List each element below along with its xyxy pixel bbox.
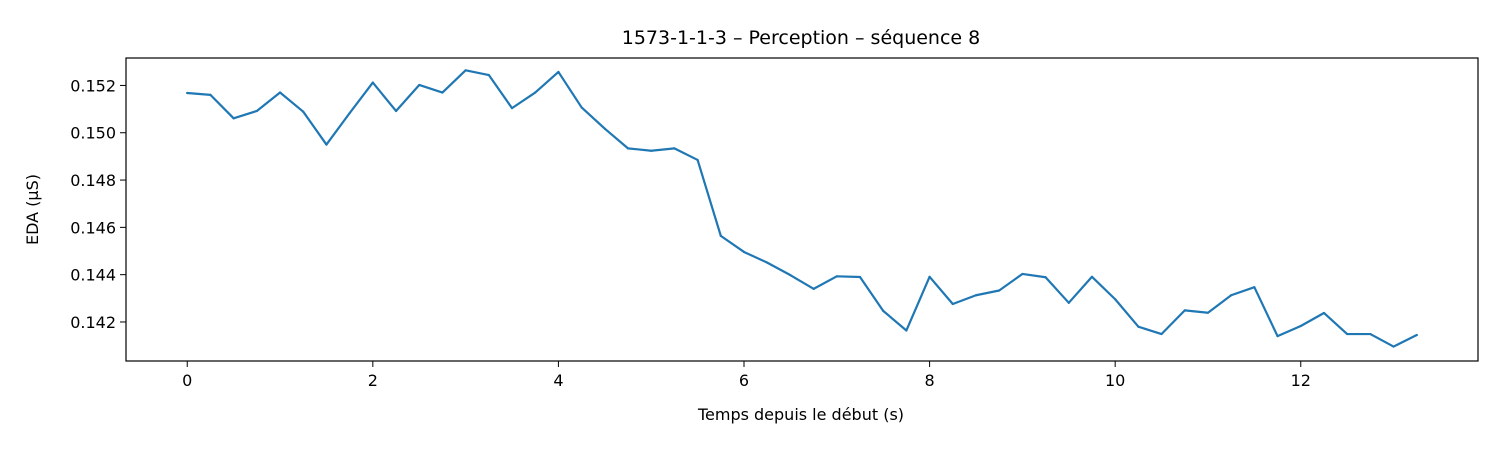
data-point: [1322, 311, 1326, 315]
data-point: [1415, 333, 1418, 337]
data-point: [858, 275, 862, 279]
x-tick-label: 4: [553, 371, 563, 390]
data-point: [766, 261, 769, 264]
data-point: [232, 117, 235, 120]
data-point: [1090, 275, 1094, 278]
data-point: [1369, 332, 1372, 336]
data-point: [1276, 335, 1279, 338]
data-point: [1160, 332, 1163, 336]
data-point: [441, 91, 444, 94]
data-point: [1114, 298, 1117, 301]
data-point: [580, 106, 583, 109]
data-point: [278, 91, 282, 94]
data-point: [1206, 311, 1210, 314]
data-point: [209, 93, 212, 96]
y-tick-label: 0.144: [70, 266, 116, 285]
x-tick-label: 2: [368, 371, 378, 390]
data-point: [696, 158, 699, 162]
data-point: [1021, 272, 1024, 276]
data-point: [186, 91, 189, 95]
data-point: [835, 275, 838, 278]
data-point: [603, 127, 606, 130]
data-point: [1044, 276, 1047, 279]
data-point: [951, 302, 954, 306]
data-point: [510, 107, 514, 110]
x-tick-label: 0: [182, 371, 192, 390]
data-point: [812, 287, 815, 290]
data-point: [255, 109, 258, 113]
plot-frame: [125, 57, 1479, 362]
data-point: [394, 109, 398, 113]
data-point: [719, 234, 722, 237]
y-tick-label: 0.148: [70, 171, 116, 190]
data-point: [487, 73, 490, 77]
data-point: [1137, 325, 1140, 328]
data-point: [1230, 294, 1233, 297]
data-point: [998, 289, 1001, 292]
data-point: [1067, 301, 1070, 304]
y-tick-label: 0.142: [70, 313, 116, 332]
data-point: [1253, 286, 1256, 289]
x-tick-label: 12: [1291, 371, 1311, 390]
x-axis-ticks: 0 2 4 6 8 10 12: [182, 361, 1311, 390]
data-point: [1299, 324, 1302, 328]
data-point: [789, 274, 792, 277]
data-point: [1183, 309, 1186, 312]
data-point: [742, 250, 746, 254]
y-axis-ticks: 0.142 0.144 0.146 0.148 0.150 0.152: [70, 76, 126, 332]
data-point: [673, 147, 676, 150]
data-point: [325, 143, 328, 146]
series-line-0: [186, 69, 1418, 348]
series-layer: [186, 69, 1418, 348]
data-point: [534, 91, 537, 94]
y-axis-label: EDA (µS): [23, 174, 42, 245]
data-point: [418, 83, 421, 87]
data-point: [928, 275, 931, 278]
y-tick-label: 0.146: [70, 218, 116, 237]
y-tick-label: 0.150: [70, 124, 116, 143]
x-tick-label: 10: [1105, 371, 1125, 390]
data-point: [464, 69, 467, 72]
data-point: [371, 81, 374, 84]
data-point: [626, 147, 630, 150]
data-point: [348, 112, 351, 115]
x-axis-label: Temps depuis le début (s): [697, 405, 904, 424]
data-point: [882, 309, 885, 312]
data-point: [650, 149, 653, 152]
data-point: [905, 329, 908, 332]
data-point: [974, 294, 978, 297]
data-point: [557, 70, 560, 74]
data-point: [1392, 345, 1395, 348]
x-tick-label: 8: [924, 371, 934, 390]
data-point: [302, 110, 305, 113]
chart-title: 1573-1-1-3 – Perception – séquence 8: [622, 27, 981, 49]
data-point: [1346, 332, 1349, 336]
x-tick-label: 6: [739, 371, 749, 390]
y-tick-label: 0.152: [70, 76, 116, 95]
